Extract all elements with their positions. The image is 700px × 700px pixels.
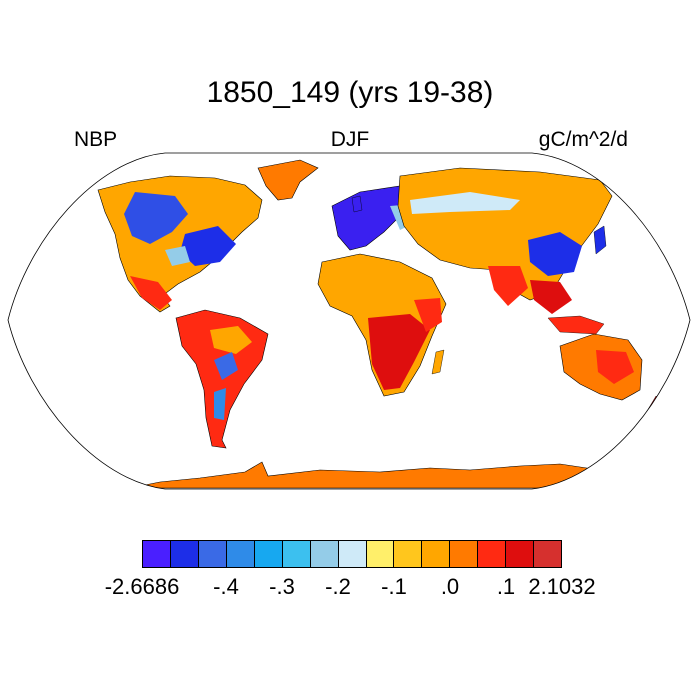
australia-red	[596, 350, 634, 384]
north-america	[97, 175, 263, 313]
colorbar-box	[506, 541, 535, 567]
colorbar-tick-label: -.2	[325, 574, 351, 599]
madagascar	[431, 349, 445, 375]
indonesia	[547, 315, 605, 335]
mexico-red	[130, 276, 172, 310]
colorbar-box	[198, 541, 227, 567]
colorbar-tick-label: .1	[496, 574, 516, 599]
colorbar-box	[282, 541, 311, 567]
colorbar-box	[226, 541, 255, 567]
japan	[593, 225, 607, 255]
na-light	[165, 246, 190, 266]
antarctica	[129, 461, 681, 489]
uk	[351, 195, 363, 213]
sa-orange	[210, 326, 252, 354]
se-asia-red	[530, 280, 572, 314]
africa-east-red	[414, 298, 442, 332]
colorbar-tick-label: -.4	[213, 574, 239, 599]
na-east-blue	[180, 226, 236, 266]
plot-title: 1850_149 (yrs 19-38)	[206, 76, 494, 109]
colorbar-box	[422, 541, 451, 567]
new-zealand	[637, 395, 665, 427]
sa-south-blue	[214, 388, 226, 420]
colorbar-tick-label: -.1	[381, 574, 407, 599]
colorbar-box	[310, 541, 339, 567]
colorbar-box	[394, 541, 423, 567]
greenland	[257, 159, 319, 201]
colorbar-tick-label: 2.1032	[528, 574, 596, 599]
season-label: DJF	[330, 128, 370, 151]
colorbar	[142, 540, 562, 568]
europe	[331, 185, 413, 251]
colorbar-box	[338, 541, 367, 567]
africa-south-red	[368, 314, 430, 390]
colorbar-tick-label: -2.6686	[104, 574, 180, 599]
china-blue	[528, 232, 582, 276]
sa-blue	[214, 352, 238, 380]
globe-outline	[7, 152, 691, 490]
colorbar-tick-label: -.3	[269, 574, 295, 599]
colorbar-box	[170, 541, 199, 567]
variable-label: NBP	[74, 128, 118, 151]
colorbar-box	[450, 541, 479, 567]
colorbar-tick-label: .0	[440, 574, 460, 599]
asia-north-strip	[410, 192, 520, 214]
colorbar-box	[366, 541, 395, 567]
na-west-blue	[124, 192, 188, 244]
india-red	[488, 266, 528, 306]
colorbar-box	[478, 541, 507, 567]
colorbar-box	[534, 541, 562, 567]
colorbar-box	[254, 541, 283, 567]
units-label: gC/m^2/d	[538, 128, 628, 151]
colorbar-box	[143, 541, 171, 567]
